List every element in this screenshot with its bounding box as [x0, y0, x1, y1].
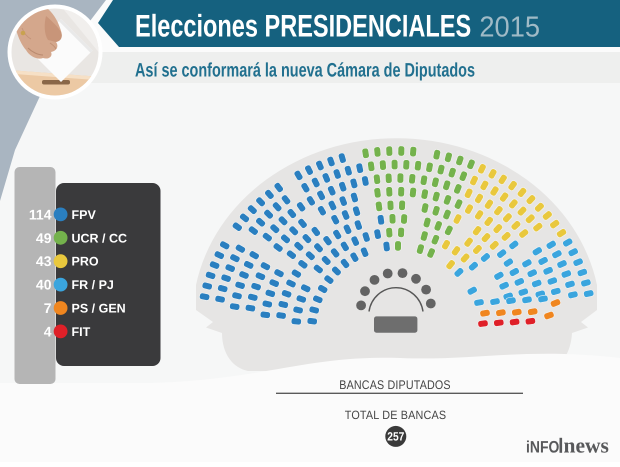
svg-text:49: 49	[36, 230, 52, 246]
svg-text:2015: 2015	[479, 12, 540, 44]
svg-text:FIT: FIT	[72, 325, 91, 339]
svg-text:PS / GEN: PS / GEN	[72, 302, 126, 316]
svg-text:BANCAS DIPUTADOS: BANCAS DIPUTADOS	[339, 378, 450, 392]
svg-text:Elecciones PRESIDENCIALES: Elecciones PRESIDENCIALES	[135, 9, 471, 44]
svg-text:43: 43	[36, 253, 52, 269]
svg-text:114: 114	[29, 206, 52, 222]
svg-text:4: 4	[44, 323, 52, 339]
svg-text:Así se conformará la nueva Cám: Así se conformará la nueva Cámara de Dip…	[135, 60, 475, 82]
svg-text:40: 40	[36, 277, 52, 293]
svg-text:UCR / CC: UCR / CC	[72, 231, 128, 245]
svg-text:7: 7	[44, 300, 52, 316]
svg-text:FPV: FPV	[72, 208, 97, 222]
svg-text:PRO: PRO	[72, 255, 99, 269]
svg-text:news: news	[564, 433, 609, 457]
svg-text:FR / PJ: FR / PJ	[72, 278, 114, 292]
svg-text:257: 257	[387, 430, 404, 444]
svg-text:TOTAL DE BANCAS: TOTAL DE BANCAS	[345, 408, 447, 422]
svg-text:iNFO: iNFO	[526, 437, 559, 456]
